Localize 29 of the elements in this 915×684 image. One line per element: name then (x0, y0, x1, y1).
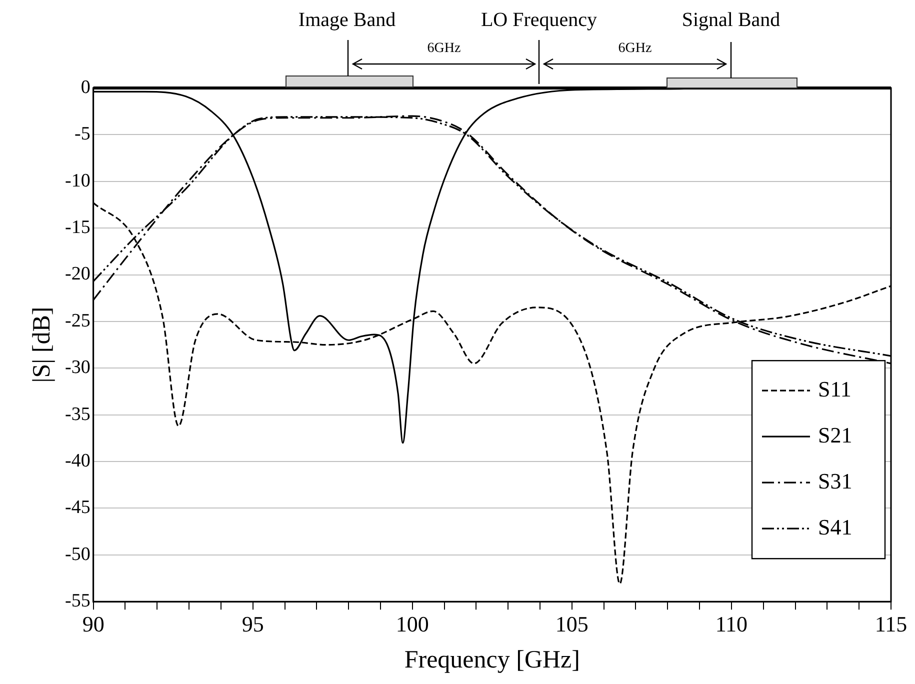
y-tick-label: -30 (65, 357, 90, 378)
text: 6GHz (427, 41, 461, 56)
x-tick-label: 95 (242, 612, 264, 637)
y-tick-label: -10 (65, 170, 90, 192)
legend-label: S11 (818, 376, 852, 402)
y-axis-title: |S| [dB] (28, 306, 56, 383)
y-tick-label: -40 (65, 450, 90, 472)
text: Image Band (298, 9, 396, 31)
y-tick-label: -5 (74, 124, 90, 145)
y-tick-label: -45 (65, 497, 90, 518)
y-tick-label: -20 (65, 264, 90, 285)
x-tick-label: 90 (82, 612, 104, 637)
y-tick-label: -50 (65, 544, 90, 565)
y-tick-label: -25 (65, 310, 90, 332)
x-tick-label: 105 (555, 612, 588, 637)
y-tick-label: -15 (65, 217, 90, 238)
text: Signal Band (682, 9, 780, 31)
y-tick-label: 0 (80, 76, 90, 98)
x-axis-title: Frequency [GHz] (404, 646, 580, 674)
legend-label: S31 (818, 468, 852, 494)
x-tick-label: 115 (874, 612, 908, 637)
y-tick-label: -55 (65, 590, 90, 612)
text: LO Frequency (480, 9, 598, 31)
y-tick-label: -35 (65, 404, 90, 425)
text: 6GHz (618, 41, 652, 56)
x-tick-label: 110 (715, 612, 748, 637)
legend-label: S41 (818, 514, 852, 540)
x-tick-label: 100 (396, 612, 429, 637)
legend-label: S21 (818, 422, 852, 448)
